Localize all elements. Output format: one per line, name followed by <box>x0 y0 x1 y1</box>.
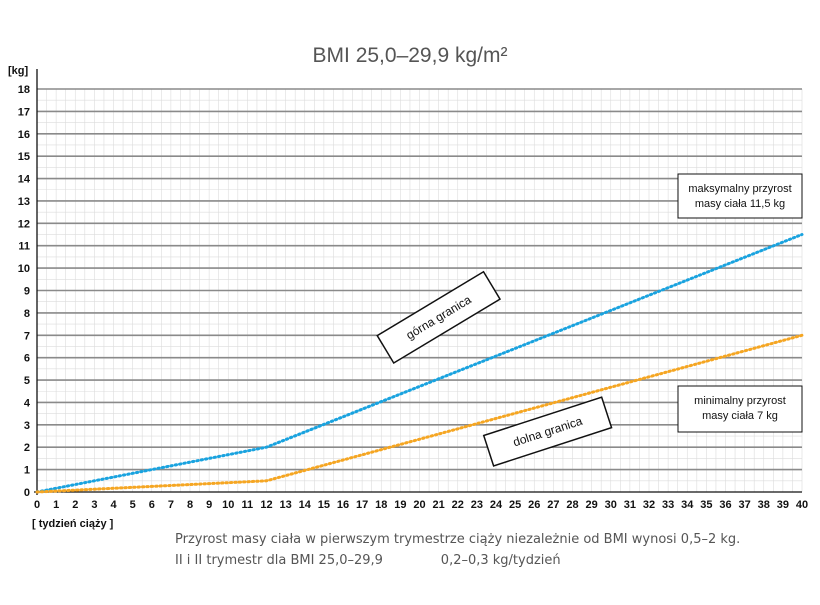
series-lines <box>35 233 804 494</box>
y-tick-label: 11 <box>18 241 30 253</box>
major-grid <box>37 88 802 471</box>
x-tick-label: 5 <box>130 499 136 511</box>
y-tick-label: 2 <box>24 442 30 454</box>
x-tick-label: 17 <box>356 499 368 511</box>
min-gain-line1: minimalny przyrost <box>694 395 786 407</box>
x-tick-label: 27 <box>547 499 559 511</box>
max-gain-box <box>677 173 803 219</box>
x-tick-label: 22 <box>452 499 464 511</box>
y-tick-label: 12 <box>18 218 30 230</box>
x-tick-label: 11 <box>242 499 254 511</box>
y-tick-label: 18 <box>18 84 30 96</box>
y-tick-label: 3 <box>24 420 30 432</box>
x-tick-label: 30 <box>605 499 617 511</box>
lower-bound-label-box <box>482 396 613 467</box>
x-tick-label: 26 <box>528 499 540 511</box>
x-tick-label: 1 <box>53 499 59 511</box>
max-gain-line2: masy ciała 11,5 kg <box>695 198 785 210</box>
min-gain-box <box>677 385 803 433</box>
y-tick-label: 5 <box>24 375 30 387</box>
max-gain-line1: maksymalny przyrost <box>688 183 791 195</box>
x-tick-label: 19 <box>394 499 406 511</box>
x-tick-label: 7 <box>168 499 174 511</box>
axes <box>34 69 802 495</box>
x-tick-label: 21 <box>433 499 445 511</box>
footer-note-2: II i II trymestr dla BMI 25,0–29,9 0,2–0… <box>175 553 561 568</box>
x-tick-label: 37 <box>739 499 751 511</box>
x-tick-label: 10 <box>222 499 234 511</box>
y-tick-label: 6 <box>24 353 30 365</box>
x-tick-label: 20 <box>413 499 425 511</box>
x-tick-label: 32 <box>643 499 655 511</box>
x-tick-label: 29 <box>586 499 598 511</box>
x-tick-label: 14 <box>299 499 312 511</box>
max-gain-annotation: maksymalny przyrost masy ciała 11,5 kg <box>677 173 803 219</box>
x-tick-label: 25 <box>509 499 521 511</box>
x-tick-label: 18 <box>375 499 387 511</box>
x-tick-label: 24 <box>490 499 503 511</box>
x-tick-labels: 0 1 2 3 4 5 6 7 8 9 10 11 12 13 14 15 16 17 18 19 20 21 22 23 24… <box>34 499 808 511</box>
x-tick-label: 13 <box>280 499 292 511</box>
y-tick-label: 17 <box>18 106 30 118</box>
y-tick-label: 14 <box>18 174 31 186</box>
y-tick-label: 9 <box>24 286 30 298</box>
footer-note-1: Przyrost masy ciała w pierwszym trymestr… <box>175 532 741 547</box>
upper-bound-label-box <box>376 270 502 365</box>
x-tick-label: 34 <box>681 499 694 511</box>
x-tick-label: 28 <box>566 499 578 511</box>
x-tick-label: 8 <box>187 499 193 511</box>
y-tick-label: 10 <box>18 263 30 275</box>
x-tick-label: 39 <box>777 499 789 511</box>
chart-title: BMI 25,0–29,9 kg/m² <box>313 44 508 67</box>
x-tick-label: 0 <box>34 499 40 511</box>
x-tick-label: 38 <box>758 499 770 511</box>
x-tick-label: 3 <box>91 499 97 511</box>
y-tick-label: 8 <box>24 308 30 320</box>
y-tick-label: 16 <box>18 129 30 141</box>
x-tick-label: 40 <box>796 499 808 511</box>
y-tick-label: 13 <box>18 196 30 208</box>
x-tick-label: 6 <box>149 499 155 511</box>
x-tick-label: 4 <box>110 499 117 511</box>
x-tick-label: 12 <box>260 499 272 511</box>
upper-bound-line <box>35 233 804 494</box>
y-tick-label: 1 <box>24 465 30 477</box>
lower-bound-line <box>35 333 804 494</box>
y-axis-label: [kg] <box>8 65 29 77</box>
x-tick-label: 31 <box>624 499 636 511</box>
x-tick-label: 33 <box>662 499 674 511</box>
y-tick-label: 0 <box>24 487 30 499</box>
x-axis-label: [ tydzień ciąży ] <box>32 518 114 530</box>
x-tick-label: 23 <box>471 499 483 511</box>
min-gain-line2: masy ciała 7 kg <box>702 410 778 422</box>
y-tick-label: 7 <box>24 330 30 342</box>
x-tick-label: 15 <box>318 499 330 511</box>
y-tick-label: 15 <box>18 151 30 163</box>
x-tick-label: 36 <box>719 499 731 511</box>
y-tick-label: 4 <box>24 397 31 409</box>
lower-bound-label: dolna granica <box>482 396 613 467</box>
x-tick-label: 2 <box>72 499 78 511</box>
min-gain-annotation: minimalny przyrost masy ciała 7 kg <box>677 385 803 433</box>
x-tick-label: 9 <box>206 499 212 511</box>
x-tick-label: 16 <box>337 499 349 511</box>
x-tick-label: 35 <box>700 499 712 511</box>
